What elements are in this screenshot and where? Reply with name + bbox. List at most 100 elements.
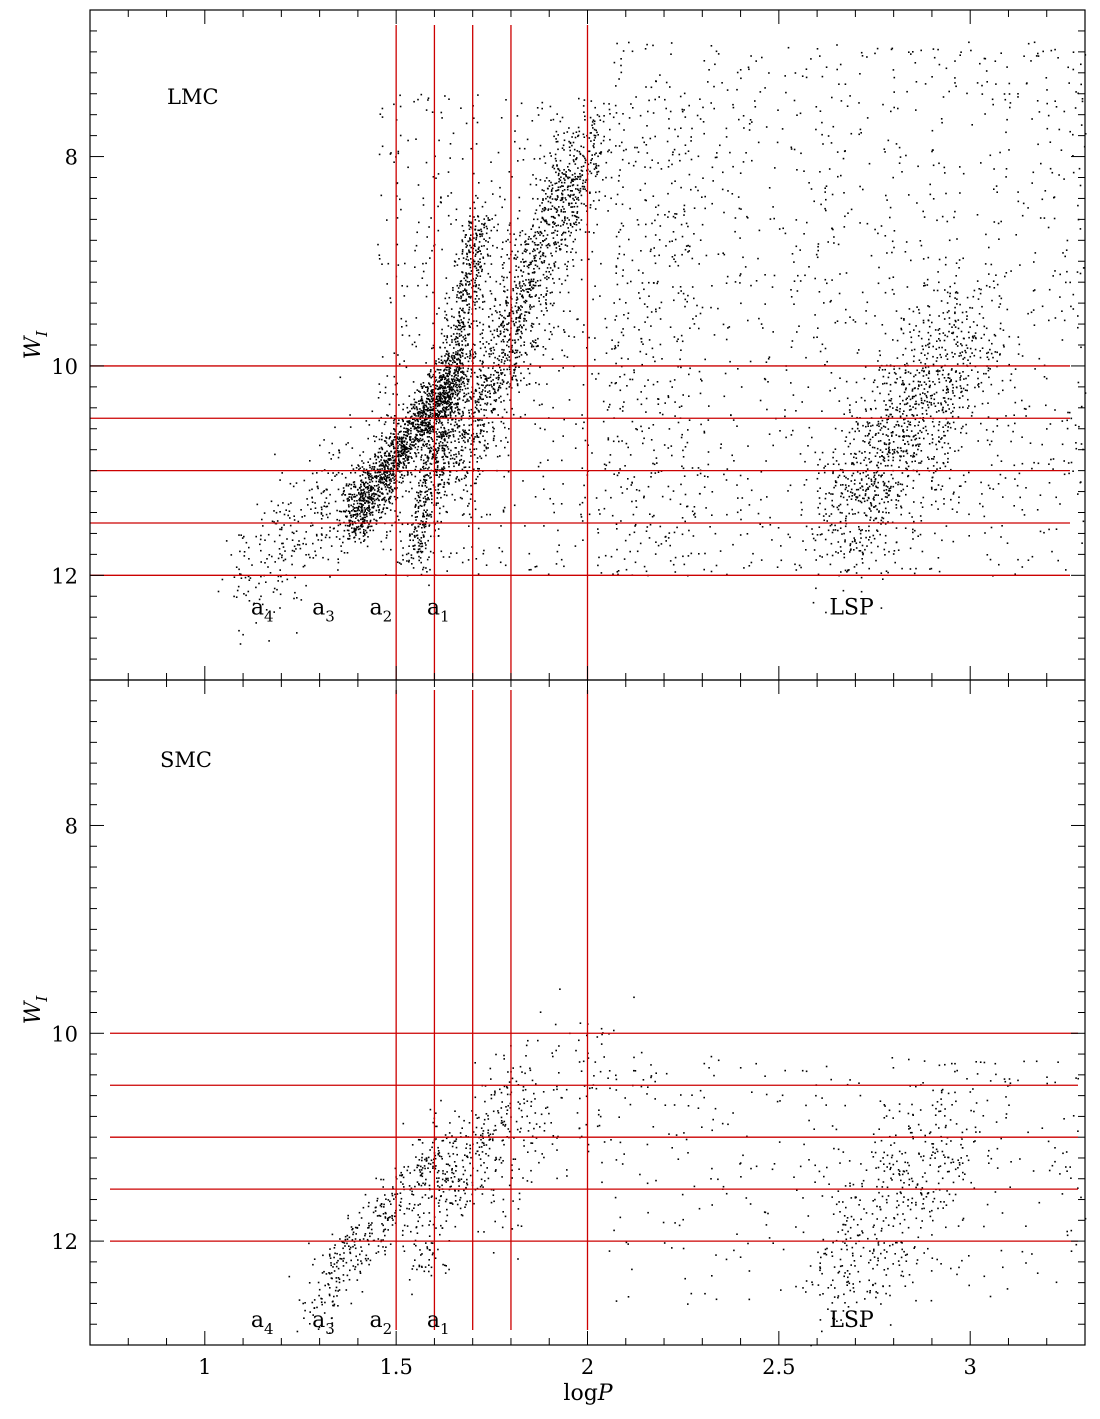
data-point bbox=[406, 428, 409, 430]
data-point bbox=[502, 511, 505, 513]
data-point bbox=[645, 397, 648, 400]
data-point bbox=[366, 507, 369, 509]
data-point bbox=[681, 433, 683, 436]
data-point bbox=[448, 451, 451, 454]
data-point bbox=[461, 497, 463, 500]
data-point bbox=[279, 511, 281, 513]
data-point bbox=[322, 514, 324, 517]
data-point bbox=[693, 207, 696, 209]
data-point bbox=[379, 491, 381, 493]
data-point bbox=[571, 144, 573, 147]
data-point bbox=[432, 384, 434, 386]
data-point bbox=[416, 429, 419, 432]
data-point bbox=[535, 294, 537, 296]
data-point bbox=[468, 308, 470, 311]
data-point bbox=[381, 468, 383, 470]
data-point bbox=[363, 485, 366, 487]
data-point bbox=[475, 448, 478, 450]
data-point bbox=[394, 458, 397, 460]
data-point bbox=[519, 317, 522, 319]
data-point bbox=[348, 493, 350, 495]
data-point bbox=[523, 324, 525, 327]
data-point bbox=[476, 375, 478, 378]
data-point bbox=[493, 435, 496, 437]
data-point bbox=[434, 412, 437, 415]
data-point bbox=[549, 201, 552, 204]
data-point bbox=[549, 497, 551, 500]
data-point bbox=[464, 387, 467, 390]
data-point bbox=[458, 380, 461, 383]
data-point bbox=[526, 265, 529, 268]
data-point bbox=[361, 481, 363, 484]
data-point bbox=[551, 358, 554, 360]
data-point bbox=[530, 324, 533, 327]
data-point bbox=[438, 403, 441, 406]
data-point bbox=[413, 460, 415, 463]
data-point bbox=[348, 499, 350, 502]
data-point bbox=[667, 396, 670, 399]
data-point bbox=[238, 629, 240, 632]
data-point bbox=[377, 483, 380, 486]
data-point bbox=[470, 484, 472, 487]
data-point bbox=[500, 340, 503, 343]
data-point bbox=[442, 361, 444, 363]
data-point bbox=[451, 357, 454, 359]
data-point bbox=[421, 434, 423, 436]
data-point bbox=[380, 446, 383, 449]
data-point bbox=[506, 382, 508, 385]
data-point bbox=[375, 509, 378, 512]
data-point bbox=[474, 245, 476, 247]
data-point bbox=[383, 484, 386, 486]
data-point bbox=[451, 406, 453, 408]
data-point bbox=[463, 385, 466, 387]
data-point bbox=[414, 536, 416, 538]
data-point bbox=[455, 552, 458, 554]
data-point bbox=[457, 393, 459, 395]
data-point bbox=[554, 153, 557, 156]
data-point bbox=[524, 301, 527, 304]
data-point bbox=[620, 222, 623, 225]
data-point bbox=[423, 391, 425, 393]
data-point bbox=[490, 263, 493, 265]
data-point bbox=[469, 238, 471, 240]
data-point bbox=[449, 393, 452, 396]
data-point bbox=[411, 343, 414, 346]
data-point bbox=[485, 379, 488, 382]
data-point bbox=[440, 393, 443, 396]
data-point bbox=[462, 290, 464, 292]
data-point bbox=[434, 449, 437, 451]
data-point bbox=[371, 466, 374, 468]
data-point bbox=[605, 326, 608, 329]
data-point bbox=[693, 506, 696, 508]
data-point bbox=[348, 533, 350, 535]
data-point bbox=[369, 475, 372, 478]
data-point bbox=[439, 346, 441, 349]
data-point bbox=[419, 413, 421, 415]
data-point bbox=[499, 387, 502, 389]
data-point bbox=[351, 498, 353, 501]
data-point bbox=[557, 148, 559, 151]
data-point bbox=[460, 347, 463, 350]
data-point bbox=[452, 287, 454, 289]
data-point bbox=[225, 540, 228, 542]
data-point bbox=[597, 532, 600, 534]
data-point bbox=[366, 496, 369, 499]
data-point bbox=[425, 414, 428, 416]
data-point bbox=[389, 153, 392, 155]
data-point bbox=[437, 400, 439, 403]
data-point bbox=[540, 221, 542, 223]
data-point bbox=[293, 515, 295, 517]
data-point bbox=[417, 510, 419, 513]
data-point bbox=[376, 476, 378, 478]
data-point bbox=[353, 510, 356, 513]
data-point bbox=[456, 379, 458, 382]
data-point bbox=[441, 471, 443, 473]
data-point bbox=[425, 421, 427, 424]
data-point bbox=[414, 526, 416, 528]
data-point bbox=[384, 460, 386, 463]
data-point bbox=[424, 416, 427, 418]
data-point bbox=[384, 475, 387, 478]
data-point bbox=[450, 308, 453, 310]
data-point bbox=[465, 432, 468, 434]
data-point bbox=[423, 504, 426, 507]
